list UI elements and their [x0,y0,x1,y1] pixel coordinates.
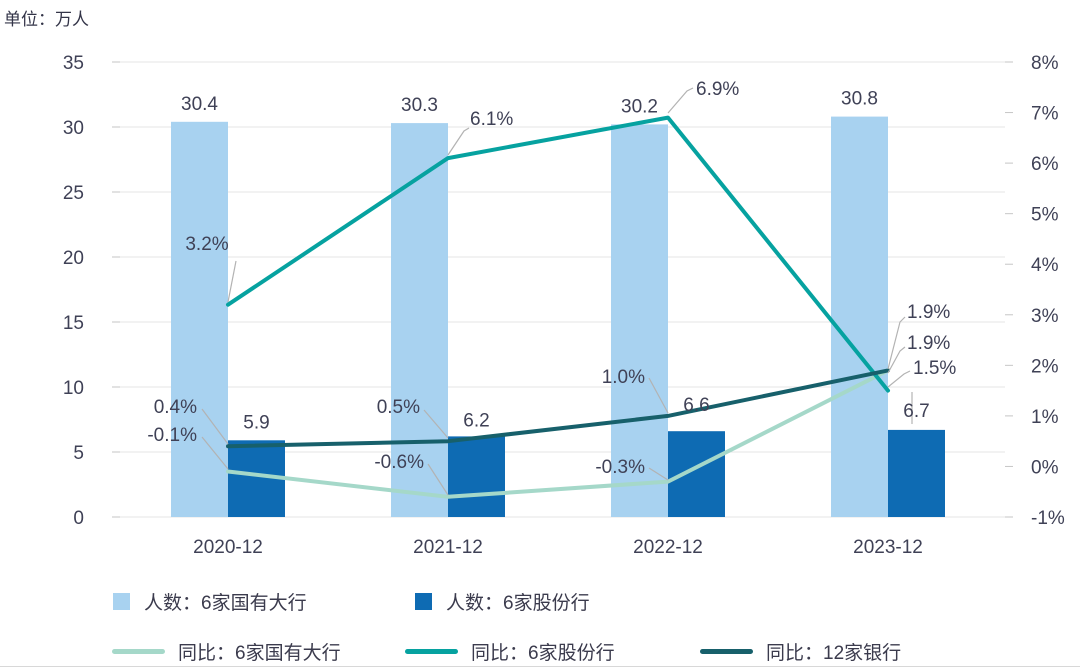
x-axis-labels: 2020-12 2021-12 2022-12 2023-12 [193,537,923,558]
svg-text:1.5%: 1.5% [913,358,956,379]
unit-label: 单位：万人 [4,10,89,29]
legend-item-line-all12: 同比：12家银行 [700,638,901,665]
left-axis-labels: 35 30 25 20 15 10 5 0 [63,53,84,529]
svg-text:2020-12: 2020-12 [193,537,263,558]
bar-series-bar-joint-stock [228,429,945,517]
svg-text:8%: 8% [1031,53,1059,74]
svg-text:6.9%: 6.9% [696,79,739,100]
svg-text:1.9%: 1.9% [907,333,950,354]
legend-label-line-all12: 同比：12家银行 [766,643,902,664]
svg-text:1.9%: 1.9% [907,302,950,323]
svg-text:15: 15 [63,313,84,334]
svg-text:30.2: 30.2 [621,96,658,117]
svg-text:5%: 5% [1031,205,1059,226]
svg-text:1.0%: 1.0% [602,367,645,388]
svg-text:5.9: 5.9 [243,412,269,433]
legend-swatch-bar-joint [415,593,432,610]
svg-text:25: 25 [63,183,84,204]
leader-lines [201,87,913,496]
line-series-line-all12 [226,368,890,449]
svg-text:2023-12: 2023-12 [853,537,923,558]
legend-label-bar-gov: 人数：6家国有大行 [144,593,307,614]
svg-text:6%: 6% [1031,154,1059,175]
svg-text:6.6: 6.6 [683,395,709,416]
right-axis-labels: 8% 7% 6% 5% 4% 3% 2% 1% 0% -1% [1031,53,1065,529]
legend-item-bar-gov: 人数：6家国有大行 [113,588,307,615]
bar-joint-stock-2022-12 [668,431,725,517]
svg-text:0.5%: 0.5% [377,397,420,418]
line-series-line-joint-stock [226,115,890,393]
legend-swatch-line-gov [112,649,165,654]
legend-item-line-joint: 同比：6家股份行 [405,638,615,665]
svg-text:6.1%: 6.1% [470,109,513,130]
svg-text:0: 0 [73,508,84,529]
svg-text:30.8: 30.8 [841,89,878,110]
svg-text:35: 35 [63,53,84,74]
svg-text:2021-12: 2021-12 [413,537,483,558]
svg-text:6.2: 6.2 [463,410,489,431]
svg-text:6.7: 6.7 [903,401,929,422]
bar-series-bar-gov-major [171,116,888,518]
svg-text:0%: 0% [1031,457,1059,478]
svg-text:3.2%: 3.2% [185,234,228,255]
bar-gov-major-2022-12 [611,124,668,518]
bar-joint-stock-2023-12 [888,429,945,517]
svg-text:-1%: -1% [1031,508,1065,529]
svg-text:2%: 2% [1031,356,1059,377]
legend-swatch-line-joint [405,649,458,654]
svg-text:1%: 1% [1031,407,1059,428]
svg-text:-0.3%: -0.3% [595,457,645,478]
bar-data-labels: 30.4 30.3 30.2 30.8 5.9 6.2 6.6 6.7 [181,89,930,434]
axis-tick-marks [112,61,1013,518]
bar-gov-major-2020-12 [171,121,228,518]
bar-joint-stock-2021-12 [448,436,505,517]
svg-text:2022-12: 2022-12 [633,537,703,558]
svg-text:5: 5 [73,443,84,464]
svg-text:30.3: 30.3 [401,95,438,116]
legend: 人数：6家国有大行 人数：6家股份行 同比：6家国有大行 同比：6家股份行 同比… [0,578,1080,666]
svg-text:30: 30 [63,118,84,139]
line-data-labels: -0.1% -0.6% -0.3% 1.9% 3.2% 6.1% 6.9% 1.5% 0.4% 0… [147,79,956,478]
svg-text:4%: 4% [1031,255,1059,276]
svg-text:20: 20 [63,248,84,269]
legend-label-line-gov: 同比：6家国有大行 [178,643,341,664]
legend-swatch-line-all12 [700,649,753,654]
bar-gov-major-2023-12 [831,116,888,517]
svg-text:10: 10 [63,378,84,399]
legend-item-bar-joint: 人数：6家股份行 [415,588,590,615]
legend-swatch-bar-gov [113,593,130,610]
svg-text:-0.6%: -0.6% [374,452,424,473]
svg-text:-0.1%: -0.1% [147,425,197,446]
svg-text:3%: 3% [1031,306,1059,327]
legend-item-line-gov: 同比：6家国有大行 [112,638,341,665]
legend-label-line-joint: 同比：6家股份行 [471,643,615,664]
combo-chart: 35 30 25 20 15 10 5 0 8% 7% 6% 5% 4% 3% 2% 1% 0% -1% 2020-… [63,53,1065,558]
svg-text:7%: 7% [1031,104,1059,125]
legend-label-bar-joint: 人数：6家股份行 [446,593,590,614]
svg-text:0.4%: 0.4% [154,397,197,418]
svg-text:30.4: 30.4 [181,94,218,115]
line-series-line-gov-major [226,368,890,499]
